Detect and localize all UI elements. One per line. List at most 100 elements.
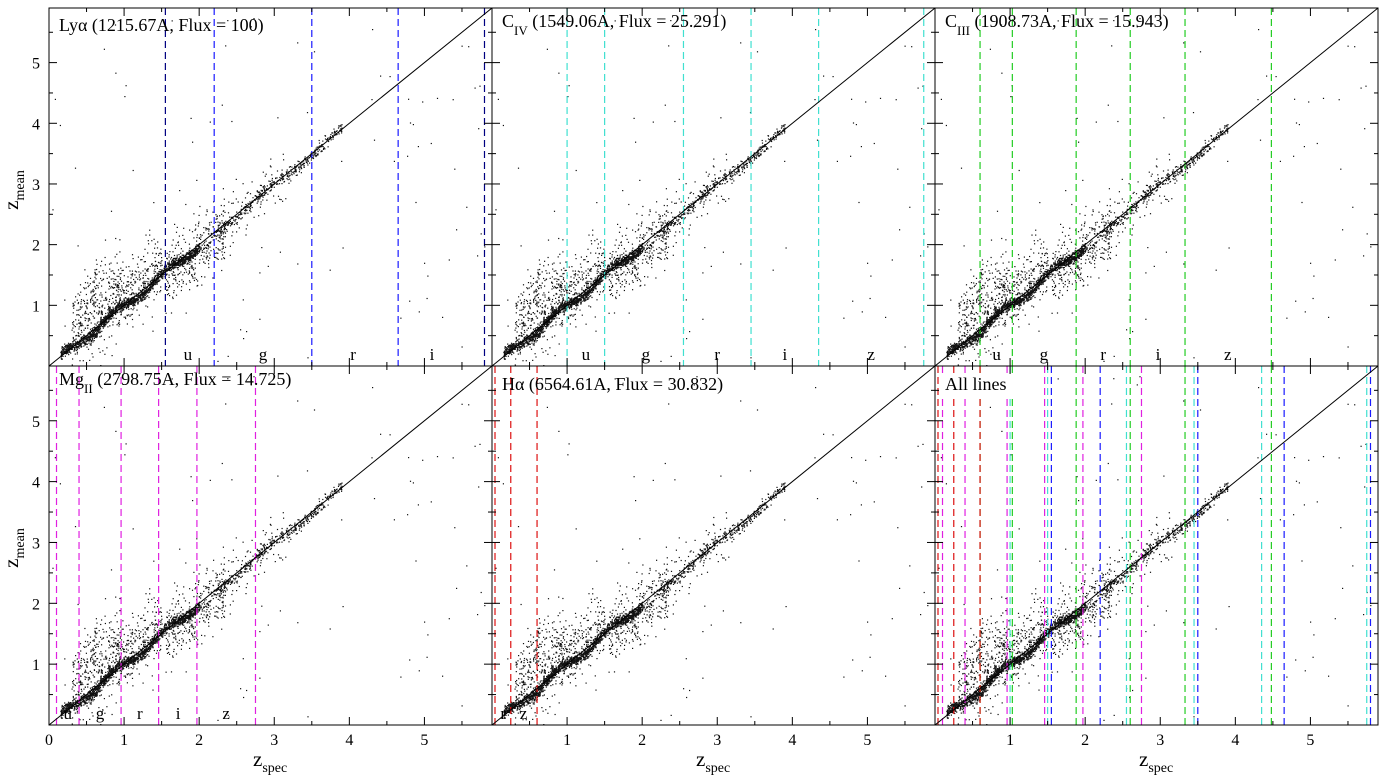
data-point <box>111 317 113 320</box>
data-point <box>626 263 628 265</box>
data-point <box>83 335 85 337</box>
data-point <box>575 301 577 304</box>
data-point <box>123 301 126 303</box>
data-point <box>572 294 574 296</box>
data-point <box>74 339 76 341</box>
data-point <box>203 251 205 253</box>
data-point <box>185 203 187 206</box>
data-point <box>229 245 231 247</box>
data-point <box>165 312 167 314</box>
data-point <box>156 281 158 283</box>
data-point <box>198 245 200 247</box>
data-point <box>154 243 156 245</box>
data-point <box>90 290 92 292</box>
data-point <box>84 269 86 271</box>
data-point <box>280 199 282 201</box>
data-point <box>552 317 554 319</box>
data-point <box>226 229 228 231</box>
data-point <box>417 146 419 148</box>
data-point <box>571 297 573 299</box>
data-point <box>262 199 264 201</box>
data-point <box>535 335 537 337</box>
data-point <box>240 218 242 220</box>
data-point <box>99 336 101 338</box>
data-point <box>243 338 245 340</box>
data-point <box>569 303 571 305</box>
data-point <box>530 332 533 334</box>
data-point <box>113 317 115 319</box>
data-point <box>548 324 550 326</box>
data-point <box>125 304 127 306</box>
data-point <box>596 283 598 285</box>
data-point <box>606 273 608 275</box>
data-point <box>93 330 95 332</box>
data-point <box>548 322 550 324</box>
data-point <box>209 241 211 243</box>
data-point <box>115 305 118 307</box>
data-point <box>561 325 563 327</box>
data-point <box>100 265 102 267</box>
data-point <box>142 296 144 298</box>
data-point <box>177 266 179 269</box>
data-point <box>599 281 601 283</box>
data-point <box>153 291 155 293</box>
data-point <box>114 308 116 310</box>
data-point <box>185 252 188 254</box>
data-point <box>173 254 176 257</box>
data-point <box>545 326 547 328</box>
data-point <box>273 195 275 197</box>
data-point <box>152 252 154 254</box>
data-point <box>85 287 87 289</box>
data-point <box>104 297 107 299</box>
data-point <box>78 333 80 335</box>
data-point <box>550 326 552 328</box>
data-point <box>109 307 111 309</box>
data-point <box>78 326 80 328</box>
data-point <box>185 257 187 259</box>
data-point <box>575 305 577 307</box>
data-point <box>303 160 305 162</box>
data-point <box>99 326 101 328</box>
data-point <box>299 165 301 167</box>
data-point <box>526 342 529 345</box>
data-point <box>217 258 219 260</box>
data-point <box>97 285 99 287</box>
data-point <box>218 234 220 236</box>
data-point <box>103 299 105 301</box>
data-point <box>130 287 132 289</box>
data-point <box>102 350 104 352</box>
data-point <box>554 309 557 311</box>
data-point <box>249 204 251 206</box>
data-point <box>217 221 219 223</box>
data-point <box>96 268 98 271</box>
data-point <box>64 355 66 357</box>
data-point <box>635 254 637 257</box>
data-point <box>371 99 373 101</box>
data-point <box>536 280 538 282</box>
data-point <box>142 274 145 276</box>
panel-title-main: Lyα (1215.67A, Flux = 100) <box>59 15 264 36</box>
data-point <box>565 300 567 302</box>
data-point <box>536 337 538 339</box>
data-point <box>519 341 521 344</box>
data-point <box>126 298 128 300</box>
data-point <box>101 279 103 282</box>
data-point <box>218 230 220 232</box>
data-point <box>537 269 539 271</box>
data-point <box>221 222 223 224</box>
data-point <box>178 263 180 265</box>
data-point <box>536 334 538 336</box>
data-point <box>84 288 86 290</box>
data-point <box>114 284 117 286</box>
data-point <box>191 267 193 269</box>
data-point <box>530 339 532 341</box>
data-point <box>634 251 636 253</box>
data-point <box>119 289 121 291</box>
data-point <box>139 294 142 296</box>
data-point <box>117 303 119 305</box>
data-point <box>151 284 153 286</box>
data-point <box>161 271 163 273</box>
data-point <box>84 344 86 346</box>
data-point <box>99 351 101 353</box>
data-point <box>188 280 191 282</box>
